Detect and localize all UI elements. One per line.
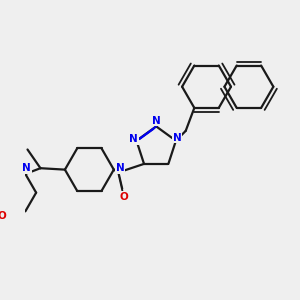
Text: O: O: [0, 211, 7, 221]
Text: N: N: [152, 116, 161, 126]
Text: N: N: [129, 134, 138, 144]
Text: N: N: [22, 163, 31, 173]
Text: N: N: [116, 163, 124, 173]
Text: N: N: [173, 133, 182, 143]
Text: O: O: [119, 192, 128, 202]
